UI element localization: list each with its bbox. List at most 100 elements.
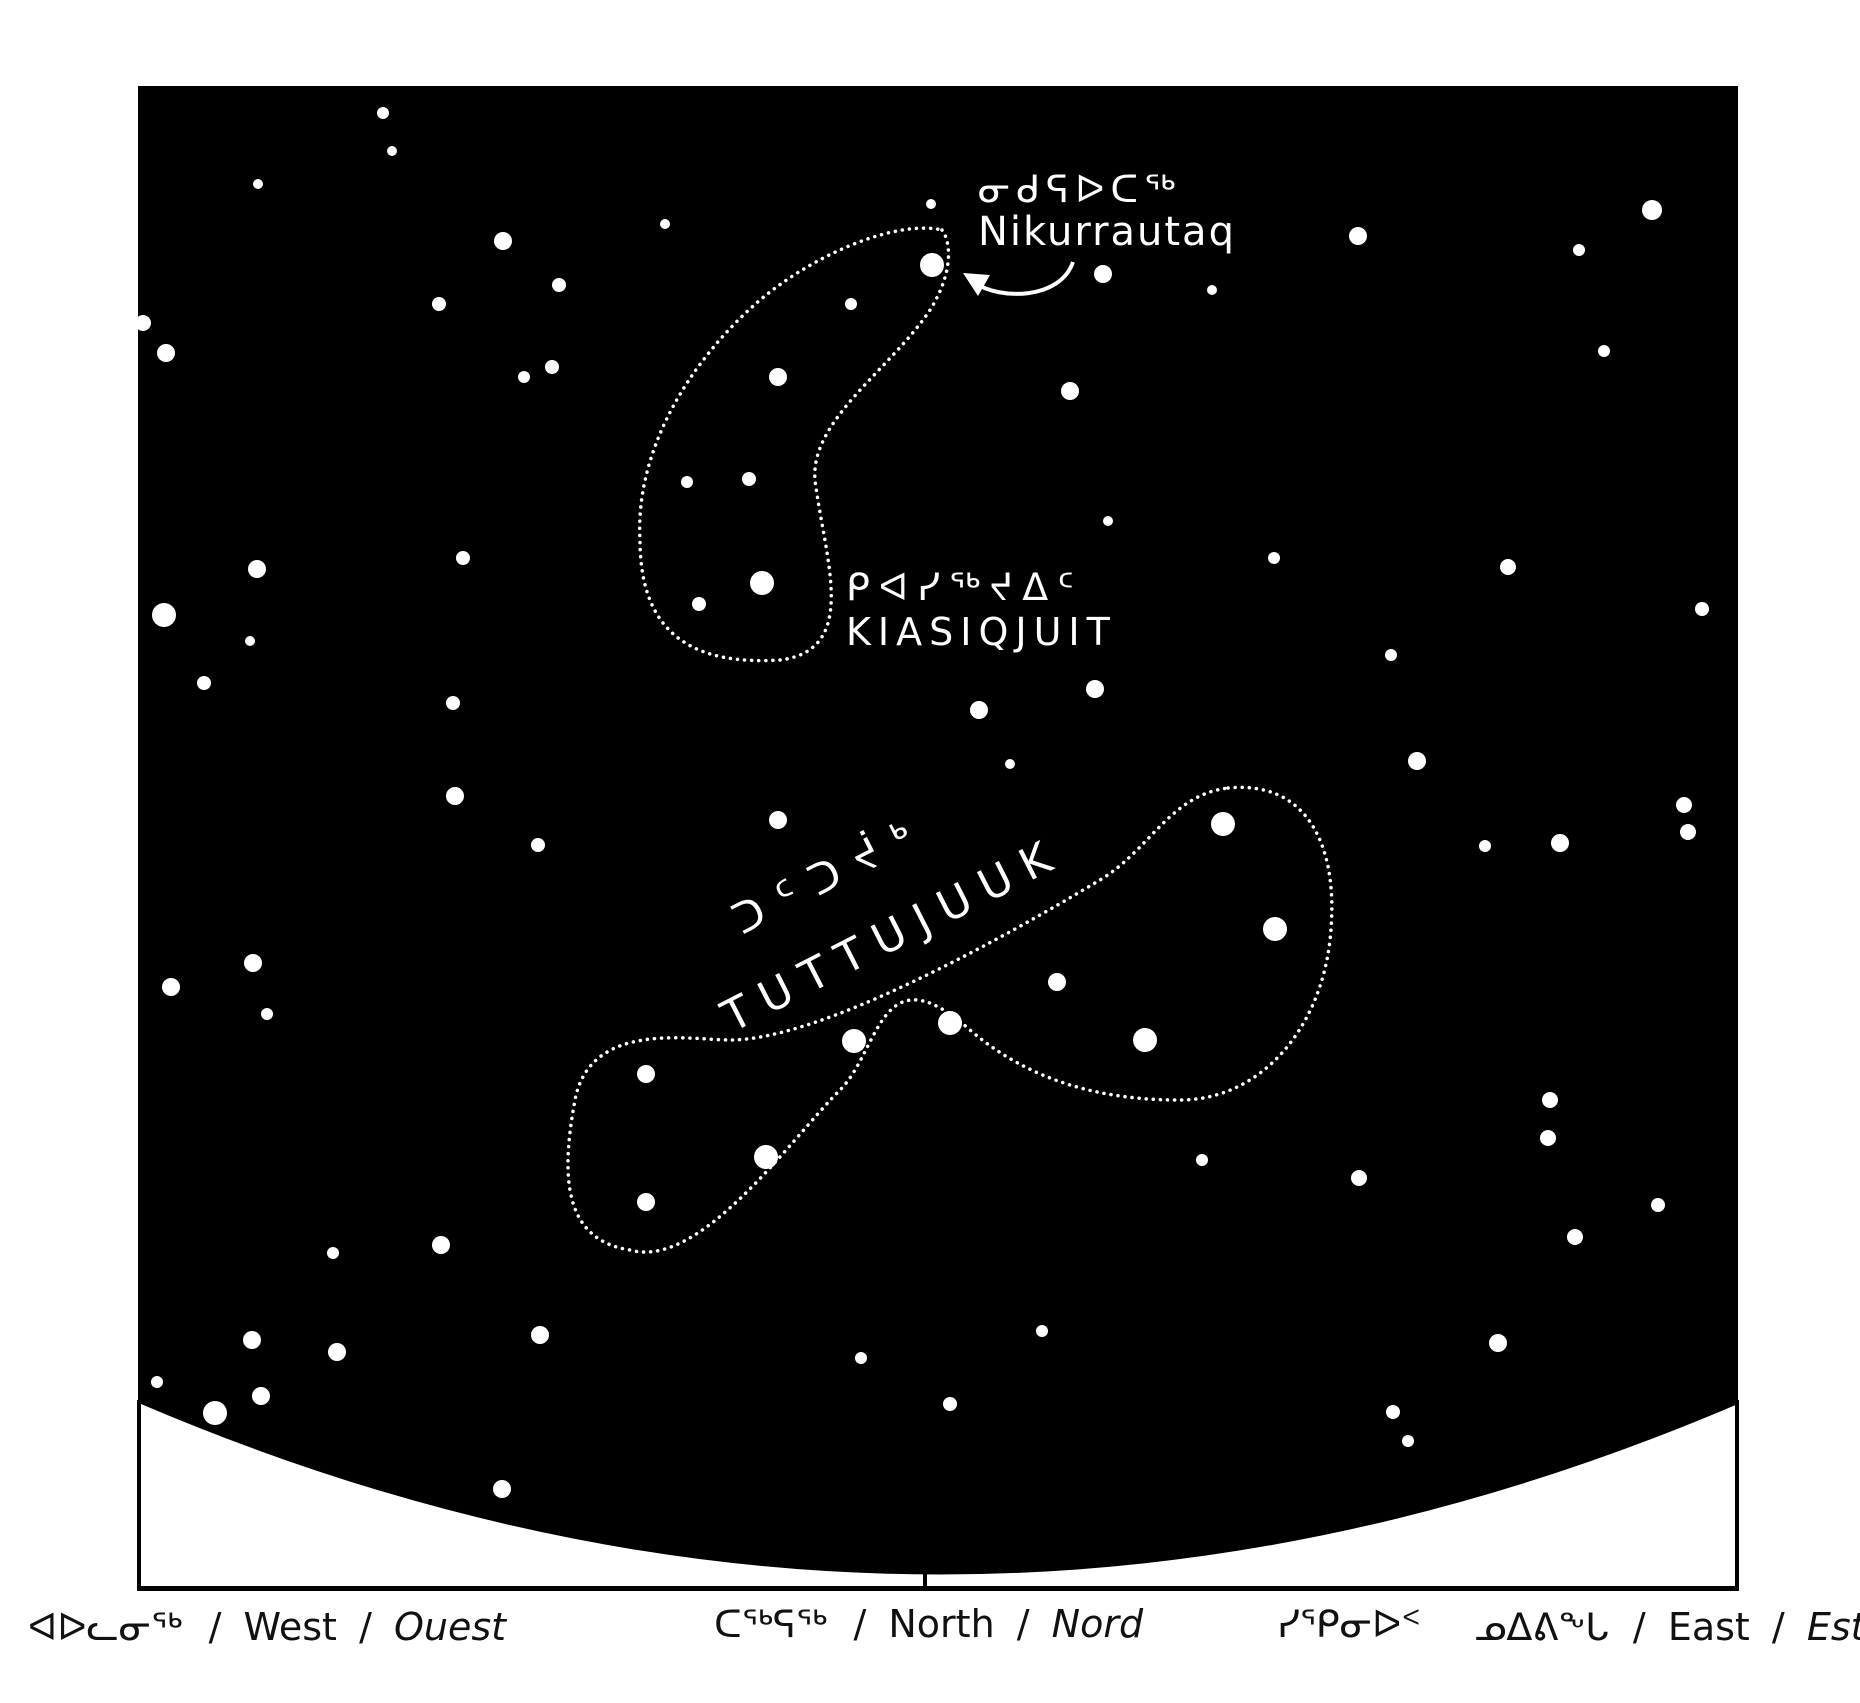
star [328, 1343, 346, 1361]
star [1695, 602, 1709, 616]
star-field [135, 107, 1709, 1498]
star [1676, 797, 1692, 813]
star [253, 179, 263, 189]
star [926, 199, 936, 209]
star [1211, 812, 1235, 836]
star [1005, 759, 1015, 769]
star [197, 676, 211, 690]
star [938, 1011, 962, 1035]
star [245, 636, 255, 646]
star [152, 603, 176, 627]
star [637, 1193, 655, 1211]
star [1402, 1435, 1414, 1447]
star [1268, 552, 1280, 564]
star [1479, 840, 1491, 852]
star [456, 551, 470, 565]
star [432, 1236, 450, 1254]
star [1103, 516, 1113, 526]
star [769, 811, 787, 829]
star [387, 146, 397, 156]
star [531, 838, 545, 852]
star [518, 371, 530, 383]
star [692, 597, 706, 611]
horizon-ground [141, 1404, 1738, 1586]
star [1542, 1092, 1558, 1108]
star [920, 253, 944, 277]
star [1207, 285, 1217, 295]
star [855, 1352, 867, 1364]
star [135, 315, 151, 331]
north-syllabics: ᑕᖅᕋᖅ [714, 1602, 827, 1646]
star [162, 978, 180, 996]
west-direction: ᐊᐅᓚᓂᖅ / West / Ouest [28, 1605, 508, 1649]
star [1500, 559, 1516, 575]
kiasiqjuit-label: KIASIQJUIT [846, 610, 1117, 654]
star [377, 107, 389, 119]
star [1551, 834, 1569, 852]
star [660, 219, 670, 229]
star [1196, 1154, 1208, 1166]
night-sky [138, 86, 1738, 1591]
star [1349, 227, 1367, 245]
star [252, 1387, 270, 1405]
star [157, 344, 175, 362]
star [681, 476, 693, 488]
star [1133, 1028, 1157, 1052]
star [1086, 680, 1104, 698]
star [1036, 1325, 1048, 1337]
east-separator-1: / [1633, 1605, 1646, 1649]
star [531, 1326, 549, 1344]
star [842, 1029, 866, 1053]
star [769, 368, 787, 386]
star [754, 1145, 778, 1169]
northeast-syllabics: ᓯᕿᓂᐅᑉ [1277, 1602, 1421, 1646]
star [1540, 1130, 1556, 1146]
star [432, 297, 446, 311]
kiasiqjuit-syllabics-label: ᑭᐊᓯᖅᔪᐃᑦ [846, 565, 1083, 609]
star [248, 560, 266, 578]
star [446, 696, 460, 710]
star [1642, 200, 1662, 220]
north-french: Nord [1052, 1602, 1144, 1646]
star [1598, 345, 1610, 357]
north-direction: ᑕᖅᕋᖅ / North / Nord [714, 1602, 1144, 1646]
star [1386, 1405, 1400, 1419]
star [151, 1376, 163, 1388]
star [637, 1065, 655, 1083]
star [1263, 917, 1287, 941]
star [1094, 265, 1112, 283]
north-separator-1: / [853, 1602, 866, 1646]
west-separator-2: / [359, 1605, 372, 1649]
star [1567, 1229, 1583, 1245]
star [1651, 1198, 1665, 1212]
star [750, 571, 774, 595]
star [261, 1008, 273, 1020]
west-french: Ouest [394, 1605, 508, 1649]
star [327, 1247, 339, 1259]
east-direction: ᓄᐃᕕᖕᒐ / East / Est [1474, 1605, 1860, 1649]
star [742, 472, 756, 486]
north-separator-2: / [1017, 1602, 1030, 1646]
star [845, 298, 857, 310]
star [1489, 1334, 1507, 1352]
star [1351, 1170, 1367, 1186]
star [545, 360, 559, 374]
star [1408, 752, 1426, 770]
star [203, 1401, 227, 1425]
nikurrautaq-syllabics-label: ᓂᑯᕋᐅᑕᖅ [978, 167, 1181, 211]
east-syllabics: ᓄᐃᕕᖕᒐ [1474, 1605, 1609, 1649]
star [1048, 973, 1066, 991]
west-separator-1: / [209, 1605, 222, 1649]
north-english: North [888, 1602, 994, 1646]
star [1385, 649, 1397, 661]
arrowhead-icon [963, 273, 990, 296]
nikurrautaq-label: Nikurrautaq [978, 209, 1236, 255]
star [494, 232, 512, 250]
west-english: West [244, 1605, 337, 1649]
star [970, 701, 988, 719]
star [244, 954, 262, 972]
kiasiqjuit-outline [637, 226, 951, 663]
star [943, 1397, 957, 1411]
west-syllabics: ᐊᐅᓚᓂᖅ [28, 1605, 183, 1649]
